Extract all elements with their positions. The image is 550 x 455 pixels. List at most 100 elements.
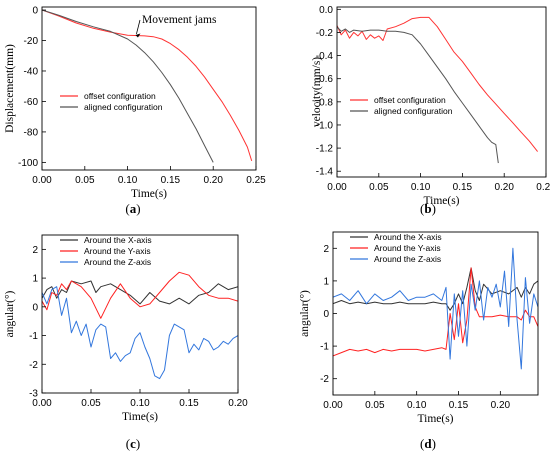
x-tick-label: 0.20 [494, 182, 514, 193]
series-line-around-the-z-axis [42, 286, 238, 380]
x-tick-label: 0.10 [411, 182, 431, 193]
panel-label-close: ) [432, 436, 436, 451]
y-axis-label: Displacement(mm) [4, 44, 16, 133]
series-line-offset-configuration [42, 9, 253, 162]
y-tick-label: 0 [32, 302, 38, 313]
y-tick-label: -0.6 [316, 74, 334, 85]
panel-label-open: ( [126, 436, 130, 451]
series-line-offset-configuration [337, 16, 538, 152]
x-axis-label: Time(s) [122, 411, 158, 423]
legend-entry: Around the X-axis [374, 232, 442, 242]
x-tick-label: 0.15 [453, 182, 473, 193]
panel-label-letter: b [424, 201, 431, 216]
y-tick-label: -3 [29, 389, 38, 400]
chart-panel-b: 0.00 0.05 0.10 0.15 0.20 0.25 0.0 -0.2 -0.4 -0.6 -… [311, 5, 550, 216]
x-tick-label: 0.10 [407, 400, 427, 411]
y-tick-label: -40 [24, 66, 39, 77]
panel-label-close: ) [432, 201, 436, 216]
y-tick-label: 2 [323, 244, 329, 255]
y-tick-label: -2 [29, 360, 38, 371]
y-tick-label: 2 [32, 245, 38, 256]
y-axis-label: velocity(mm/s) [311, 57, 323, 127]
y-tick-label: -1 [320, 342, 329, 353]
legend-entry: Around the Z-axis [374, 254, 441, 264]
y-tick-label: 1 [323, 276, 329, 287]
annotation-text: Movement jams [142, 14, 217, 26]
x-tick-label: 0.05 [365, 400, 385, 411]
panel-label-open: ( [420, 436, 424, 451]
series-line-aligned-configuration [42, 9, 214, 163]
legend-entry: offset configuration [84, 91, 156, 101]
y-tick-label: 0 [32, 6, 38, 17]
panel-label-letter: d [424, 436, 432, 451]
y-tick-label: -1.4 [316, 167, 334, 178]
annotation-arrow [136, 19, 141, 35]
y-tick-label: -100 [18, 158, 38, 169]
x-tick-label: 0.00 [32, 175, 52, 186]
panel-label: (c) [126, 436, 140, 451]
panel-label: (a) [125, 201, 140, 216]
panel-label-open: ( [420, 201, 424, 216]
panel-label-open: ( [125, 201, 129, 216]
legend-entry: aligned configuration [374, 106, 453, 116]
x-tick-label: 0.05 [81, 398, 101, 409]
y-tick-label: 0 [323, 309, 329, 320]
x-tick-label: 0.25 [536, 182, 550, 193]
panel-label: (d) [420, 436, 436, 451]
x-tick-label: 0.20 [203, 175, 223, 186]
legend-entry: Around the Y-axis [374, 243, 441, 253]
chart-panel-d: 0.00 0.05 0.10 0.15 0.20 2 1 0 -1 -2 Time(s) angula… [299, 231, 539, 451]
x-tick-label: 0.00 [32, 398, 52, 409]
annotation-arrowhead [135, 33, 141, 38]
y-tick-label: -0.2 [316, 28, 334, 39]
x-tick-label: 0.10 [118, 175, 138, 186]
chart-panel-a: 0.00 0.05 0.10 0.15 0.20 0.25 0 -20 -40 -60 -80 -10… [4, 6, 266, 216]
series-line-around-the-z-axis [333, 247, 538, 370]
x-tick-label: 0.15 [161, 175, 181, 186]
legend-entry: Around the Z-axis [84, 257, 151, 267]
legend-entry: offset configuration [374, 95, 446, 105]
y-tick-label: 0.0 [319, 5, 333, 16]
panel-label-close: ) [136, 201, 140, 216]
y-tick-label: 1 [32, 274, 38, 285]
chart-panel-c: 0.00 0.05 0.10 0.15 0.20 2 1 0 -1 -2 -3 Time(s) angu… [4, 234, 248, 451]
y-tick-label: -1.0 [316, 120, 334, 131]
x-tick-label: 0.00 [323, 400, 343, 411]
legend-entry: Around the X-axis [84, 235, 152, 245]
x-axis-label: Time(s) [418, 413, 454, 425]
x-tick-label: 0.05 [369, 182, 389, 193]
x-tick-label: 0.00 [327, 182, 347, 193]
series-line-around-the-y-axis [333, 267, 538, 357]
series-line-around-the-y-axis [42, 271, 238, 319]
y-axis-label: angular(°) [299, 290, 311, 337]
y-tick-label: -80 [24, 127, 39, 138]
plot-frame [41, 6, 257, 171]
x-tick-label: 0.15 [449, 400, 469, 411]
series-line-around-the-x-axis [333, 267, 538, 311]
panel-label: (b) [420, 201, 436, 216]
series-line-around-the-x-axis [42, 280, 238, 305]
panel-label-close: ) [136, 436, 140, 451]
y-tick-label: -60 [24, 97, 39, 108]
panel-label-letter: c [130, 436, 136, 451]
x-tick-label: 0.20 [491, 400, 511, 411]
x-tick-label: 0.05 [75, 175, 95, 186]
plot-frame [336, 6, 547, 178]
legend-entry: aligned configuration [84, 102, 163, 112]
x-axis-label: Time(s) [131, 188, 167, 200]
y-tick-label: -1 [29, 331, 38, 342]
x-tick-label: 0.25 [246, 175, 266, 186]
y-tick-label: -0.8 [316, 97, 334, 108]
x-axis-label: Time(s) [424, 195, 460, 207]
y-tick-label: -20 [24, 36, 39, 47]
y-axis-label: angular(°) [4, 290, 16, 337]
y-tick-label: -1.2 [316, 144, 334, 155]
x-tick-label: 0.20 [228, 398, 248, 409]
series-line-aligned-configuration [337, 26, 499, 164]
y-tick-label: -0.4 [316, 51, 334, 62]
legend-entry: Around the Y-axis [84, 246, 151, 256]
panel-label-letter: a [130, 201, 137, 216]
x-tick-label: 0.15 [179, 398, 199, 409]
y-tick-label: -2 [320, 374, 329, 385]
